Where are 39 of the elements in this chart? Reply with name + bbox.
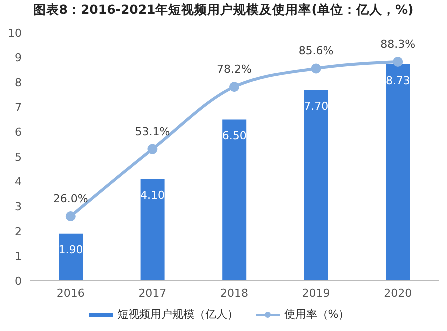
y-tick-label: 8 [15,76,22,90]
x-tick-label: 2020 [384,286,412,300]
y-tick-label: 7 [15,101,22,114]
x-tick-label: 2017 [138,286,167,300]
data-label: 78.2% [217,63,252,76]
bar [222,120,247,281]
y-tick-label: 4 [15,176,22,189]
y-tick-label: 2 [15,225,22,238]
point [311,64,322,74]
bar [59,234,83,281]
data-label: 26.0% [53,192,88,206]
legend-label: 短视频用户规模（亿人） [117,307,238,322]
data-label: 85.6% [298,44,334,58]
data-label: 6.50 [222,130,247,143]
y-tick-label: 3 [15,200,22,214]
legend-label: 使用率（%） [284,307,350,322]
y-tick-label: 10 [8,26,22,40]
x-tick-label: 2019 [302,286,330,300]
bar [140,179,165,281]
x-tick-label: 2016 [56,286,85,300]
data-label: 1.90 [58,244,84,257]
data-label: 8.73 [386,74,410,88]
x-tick-label: 2018 [220,286,248,300]
data-label: 53.1% [135,125,170,138]
bar [304,90,328,281]
point [66,212,76,222]
y-tick-label: 6 [15,126,22,140]
point [393,57,404,68]
point [148,144,158,154]
y-tick-label: 1 [15,250,22,264]
data-label: 4.10 [140,189,166,202]
bar [386,64,410,281]
y-tick-label: 0 [15,274,22,288]
data-label: 88.3% [380,38,416,52]
point [230,82,240,92]
y-tick-label: 5 [15,150,22,164]
chart-title: 图表8：2016-2021年短视频用户规模及使用率(单位：亿人，%) [32,2,415,19]
data-label: 7.70 [304,100,329,113]
y-tick-label: 9 [15,52,22,65]
